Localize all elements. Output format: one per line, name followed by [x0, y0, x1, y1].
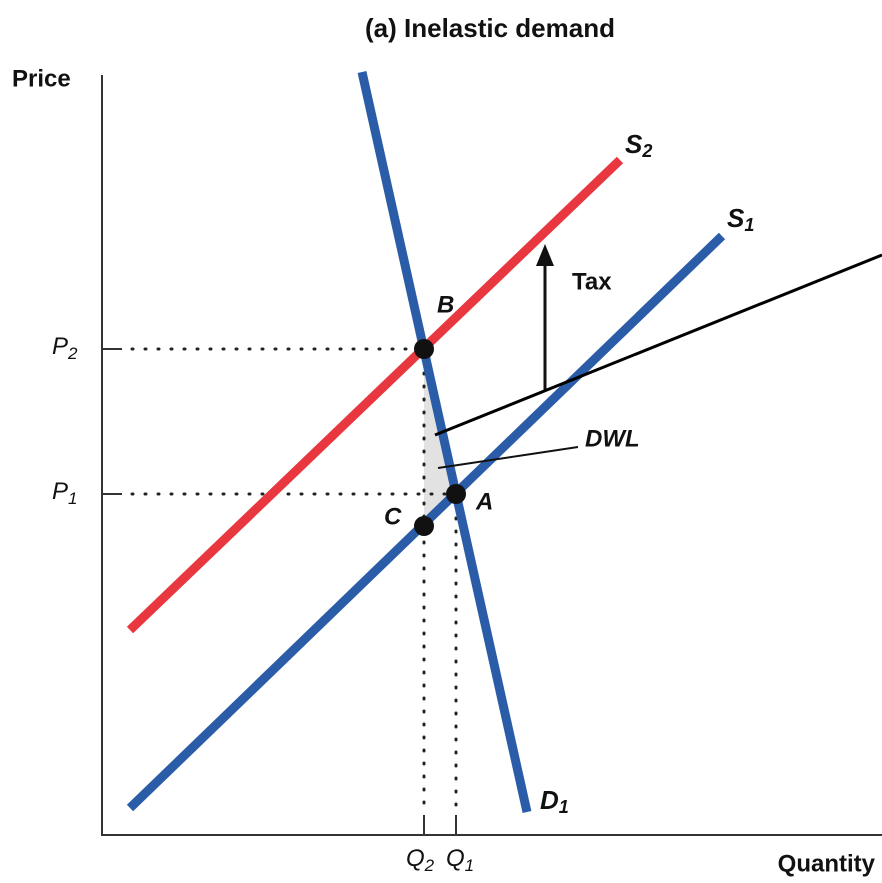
title: (a) Inelastic demand — [365, 13, 615, 43]
quantity-tick-label: Q1 — [446, 845, 474, 875]
point-label: A — [475, 488, 493, 515]
price-tick-label: P2 — [52, 333, 78, 363]
dwl-label: DWL — [585, 425, 640, 452]
pointer-line — [434, 253, 882, 437]
demand-curve — [357, 71, 532, 813]
point-b — [414, 339, 434, 359]
curve-label: S1 — [727, 203, 754, 235]
arrow-head — [536, 244, 554, 266]
price-tick-label: P1 — [52, 478, 77, 508]
curve-label: D1 — [540, 785, 569, 817]
tax-label: Tax — [572, 268, 612, 295]
curve-label: S2 — [625, 129, 652, 161]
dwl-pointer — [437, 446, 579, 469]
point-label: C — [384, 503, 402, 530]
y-axis-label: Price — [12, 65, 71, 92]
point-label: B — [437, 291, 454, 318]
point-a — [446, 484, 466, 504]
quantity-tick-label: Q2 — [406, 845, 435, 875]
supply-curve-2 — [126, 156, 624, 634]
point-c — [414, 516, 434, 536]
x-axis-label: Quantity — [778, 850, 876, 877]
